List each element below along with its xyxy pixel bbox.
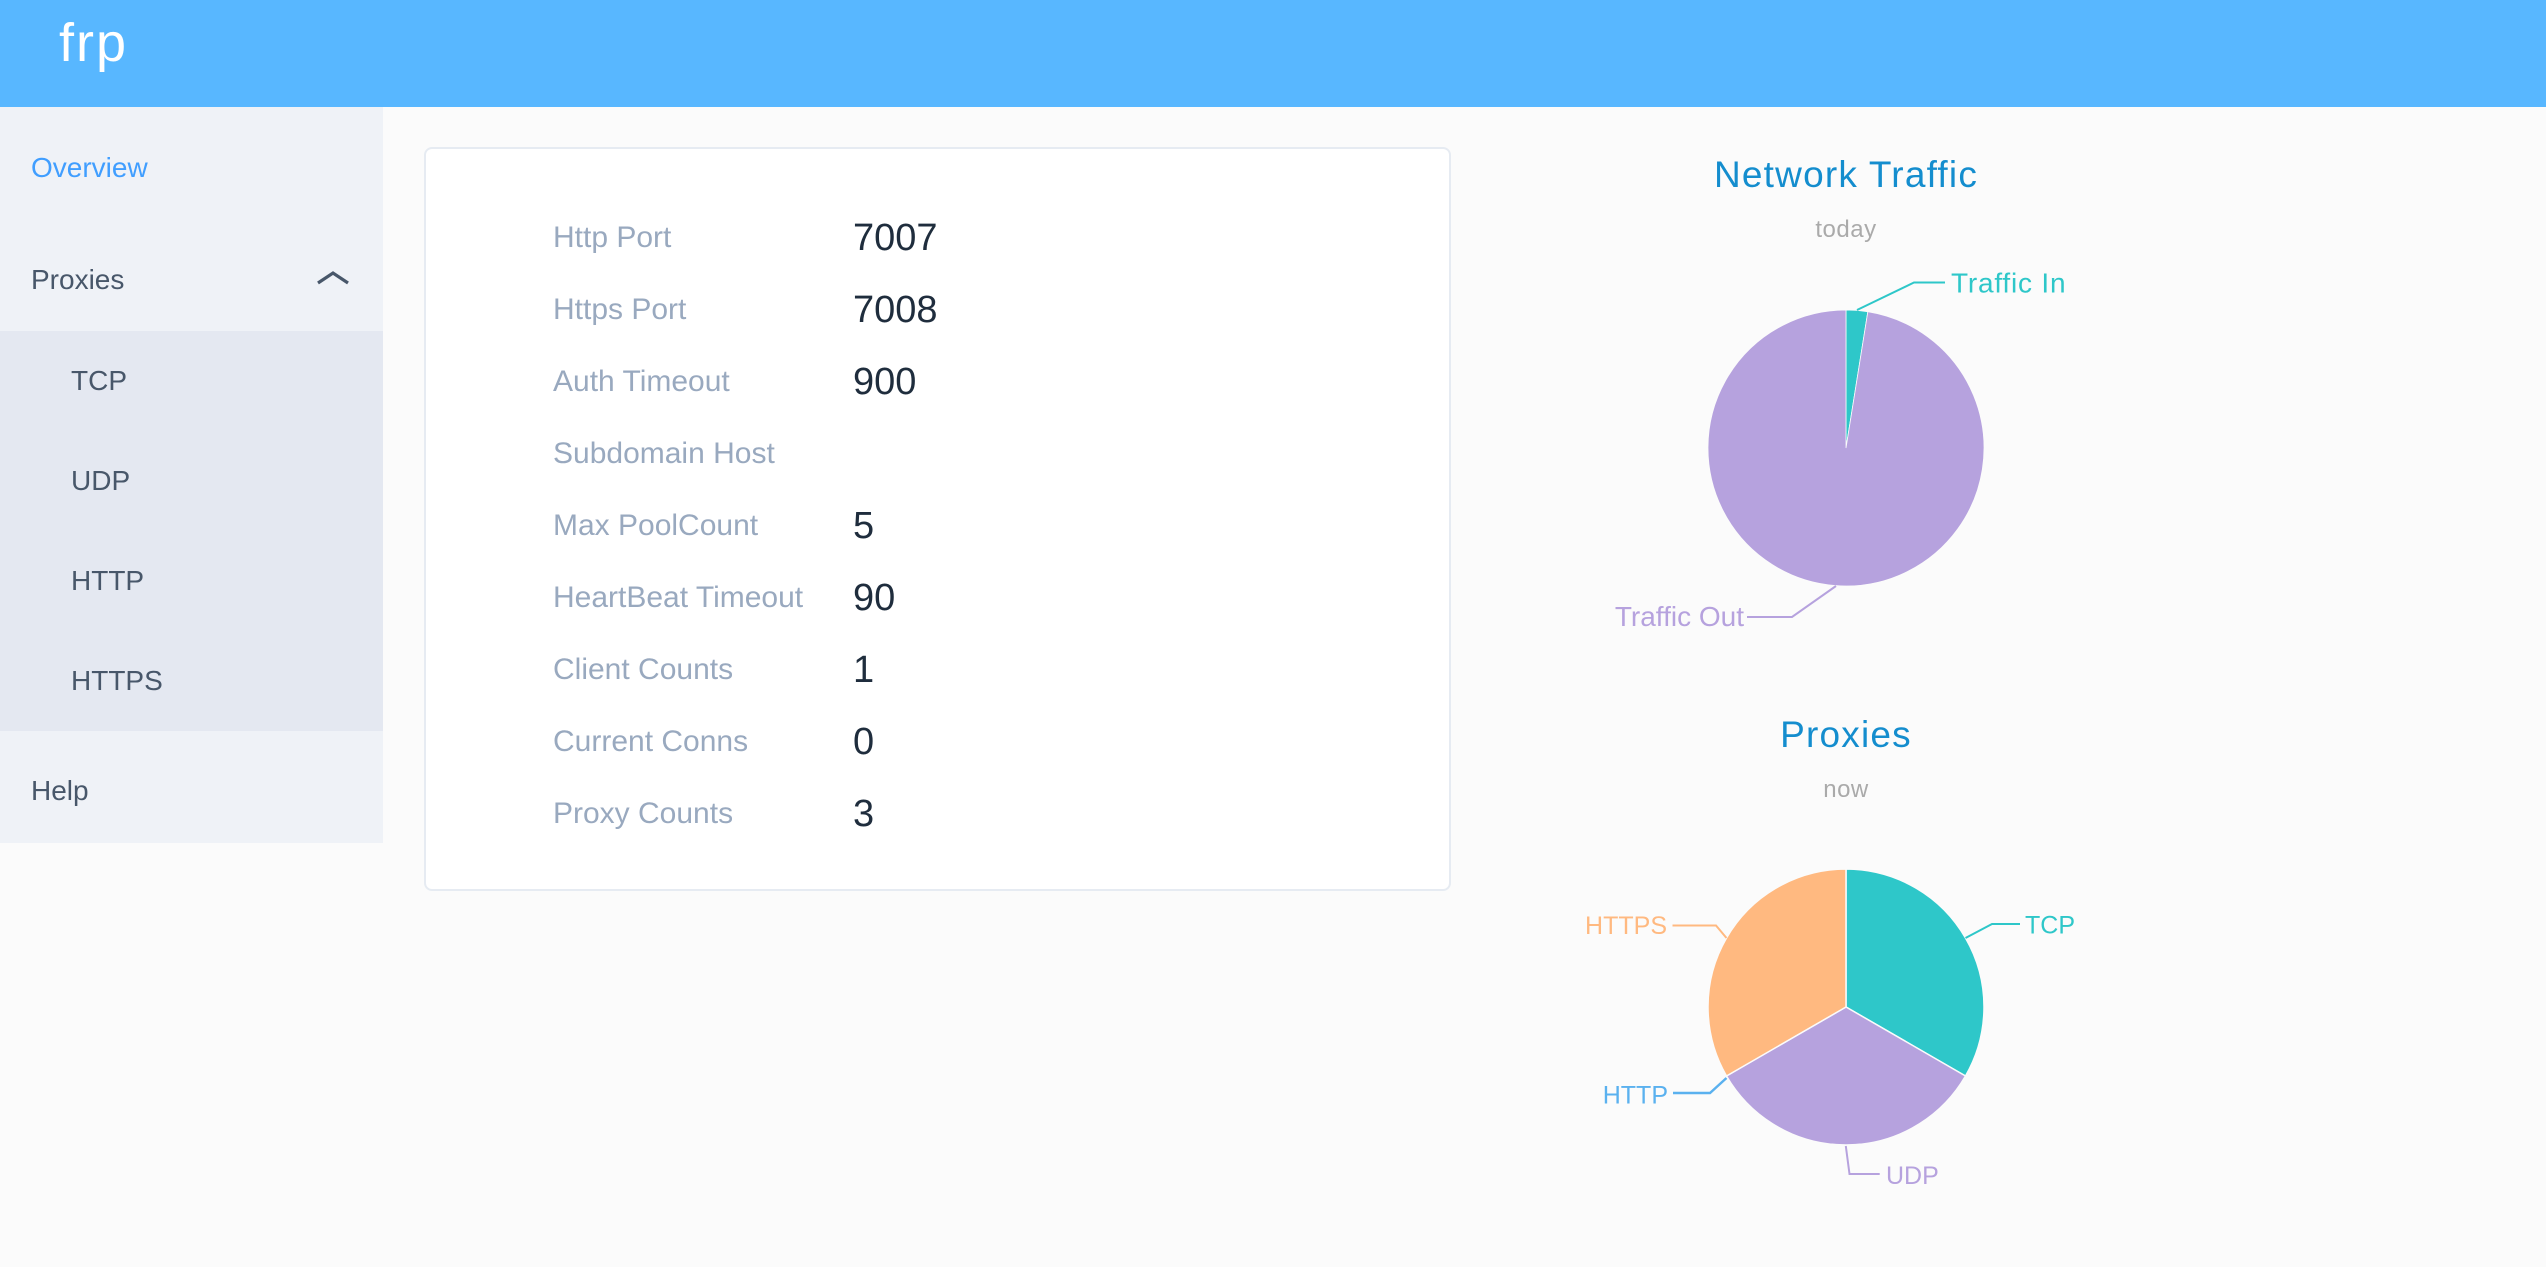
svg-text:HTTP: HTTP xyxy=(1603,1082,1668,1110)
svg-text:Proxies: Proxies xyxy=(1780,714,1912,755)
svg-text:today: today xyxy=(1815,216,1876,243)
svg-text:Traffic In: Traffic In xyxy=(1951,268,2066,299)
svg-text:HTTPS: HTTPS xyxy=(1585,912,1667,940)
svg-text:UDP: UDP xyxy=(1886,1162,1939,1190)
svg-text:Network Traffic: Network Traffic xyxy=(1714,154,1978,195)
svg-text:Traffic Out: Traffic Out xyxy=(1615,601,1744,632)
svg-text:now: now xyxy=(1823,776,1869,803)
svg-text:TCP: TCP xyxy=(2025,911,2075,939)
